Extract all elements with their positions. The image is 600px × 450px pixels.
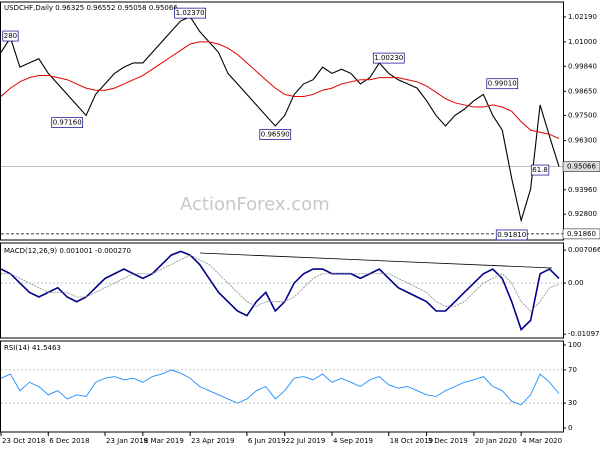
annotation-box <box>51 117 84 128</box>
y-tick-label: 1.02190 <box>568 13 597 21</box>
x-tick-label: 23 Apr 2019 <box>191 437 234 445</box>
chart-title: USDCHF,Daily 0.96325 0.96552 0.95058 0.9… <box>4 4 178 12</box>
y-tick-label: -0.010975 <box>568 330 600 338</box>
x-tick-label: 4 Sep 2019 <box>333 437 373 445</box>
annotation-box <box>530 164 550 176</box>
annotation: 1.00230 <box>374 54 403 62</box>
x-tick-label: 8 Mar 2019 <box>144 437 184 445</box>
panel-frame <box>0 242 564 339</box>
annotation-box <box>2 30 19 42</box>
watermark: ActionForex.com <box>180 194 330 215</box>
y-tick-label: 100 <box>568 341 581 349</box>
annotation: 0.96590 <box>261 131 290 139</box>
rsi-title: RSI(14) 41.5463 <box>4 344 61 352</box>
panel-frame <box>0 1 564 241</box>
panel-frame <box>0 340 564 433</box>
trend-line <box>199 252 553 269</box>
x-tick-label: 23 Oct 2018 <box>2 437 45 445</box>
annotation: 1.02370 <box>176 9 205 17</box>
annotation-box <box>174 7 206 19</box>
x-tick-label: 3 Dec 2019 <box>428 437 468 445</box>
annotation: 280 <box>4 32 17 40</box>
price-label: 0.91860 <box>567 230 596 238</box>
price-label-box <box>562 228 600 240</box>
x-tick-label: 22 Jul 2019 <box>286 437 326 445</box>
x-tick-label: 4 Mar 2020 <box>522 437 562 445</box>
y-tick-label: 1.01000 <box>568 38 597 46</box>
y-tick-label: 0 <box>568 424 572 432</box>
y-tick-label: 0.99840 <box>568 62 597 70</box>
annotation: 0.97160 <box>53 119 82 127</box>
annotation: 0.91810 <box>497 231 526 239</box>
annotation: 61.8 <box>532 166 548 174</box>
x-tick-label: 6 Dec 2018 <box>49 437 89 445</box>
macd-series <box>1 254 560 312</box>
y-tick-label: 0.96300 <box>568 137 597 145</box>
x-tick-label: 23 Jan 2019 <box>106 437 148 445</box>
x-tick-label: 6 Jun 2019 <box>248 437 286 445</box>
y-tick-label: 0.92800 <box>568 210 597 218</box>
x-tick-label: 20 Jan 2020 <box>475 437 517 445</box>
x-tick-label: 18 Oct 2019 <box>390 437 433 445</box>
macd-title: MACD(12,26,9) 0.001001 -0.000270 <box>4 247 131 255</box>
rsi-series <box>0 369 560 406</box>
macd-series <box>0 250 560 332</box>
annotation-box <box>259 129 292 140</box>
y-tick-label: 0.007066 <box>568 246 600 254</box>
y-tick-label: 0.98650 <box>568 87 597 95</box>
y-tick-label: 0.00 <box>568 279 584 287</box>
y-tick-label: 0.93960 <box>568 186 597 194</box>
annotation-box <box>495 229 528 241</box>
annotation-box <box>372 52 405 64</box>
price-label-box <box>562 161 600 172</box>
annotation: 0.99010 <box>488 80 517 88</box>
annotation-box <box>486 78 519 90</box>
y-tick-label: 0.97500 <box>568 111 597 119</box>
price-series <box>0 16 560 223</box>
y-tick-label: 30 <box>568 399 577 407</box>
y-tick-label: 70 <box>568 366 577 374</box>
price-label: 0.95066 <box>567 163 596 171</box>
price-series <box>0 41 560 139</box>
